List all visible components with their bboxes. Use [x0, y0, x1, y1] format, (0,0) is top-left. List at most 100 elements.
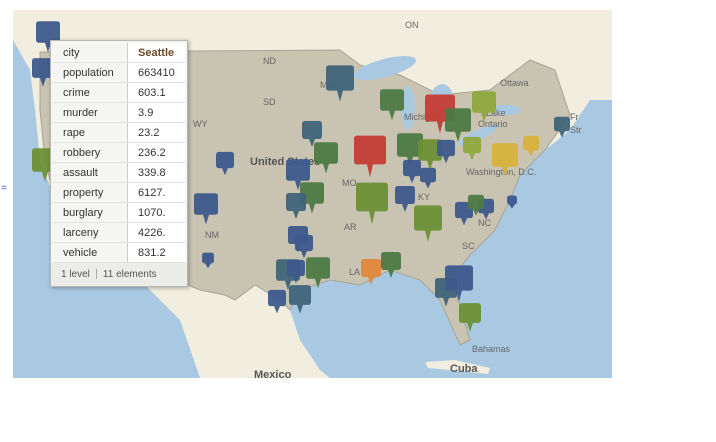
map-label: LA	[349, 267, 360, 277]
map-label: WY	[193, 119, 208, 129]
map-pin	[194, 193, 218, 225]
map-pin	[445, 108, 471, 143]
field-name: crime	[53, 82, 128, 103]
map-pin	[314, 142, 338, 174]
field-name: population	[53, 62, 128, 83]
map-pin	[523, 135, 539, 157]
tooltip-row: burglary 1070.	[53, 202, 185, 223]
tooltip-row: murder 3.9	[53, 102, 185, 123]
map-pin	[403, 159, 421, 184]
field-value: 23.2	[127, 122, 185, 143]
map-pin	[380, 89, 404, 121]
field-name: robbery	[53, 142, 128, 163]
map-pin	[492, 143, 518, 178]
field-value: 236.2	[127, 142, 185, 163]
field-value: 339.8	[127, 162, 185, 183]
map-pin	[326, 65, 354, 102]
map-pin	[354, 135, 386, 178]
map-label: ND	[263, 56, 276, 66]
map-pin	[287, 259, 305, 284]
map-pin	[472, 91, 496, 123]
map-pin	[302, 121, 322, 147]
field-name: murder	[53, 102, 128, 123]
map-pin	[286, 193, 306, 219]
tooltip-row: robbery 236.2	[53, 142, 185, 163]
cuba	[425, 360, 490, 374]
map-pin	[356, 182, 388, 225]
map-label: MO	[342, 178, 357, 188]
map-pin	[295, 234, 313, 259]
map-label: NC	[478, 218, 491, 228]
field-name: burglary	[53, 202, 128, 223]
map-label: SD	[263, 97, 276, 107]
tooltip-table: city Seattle population 663410 crime 603.1 mur…	[53, 43, 185, 263]
map-pin	[395, 186, 415, 212]
tooltip-row: vehicle 831.2	[53, 242, 185, 263]
map-label: NM	[205, 230, 219, 240]
field-value: 4226.	[127, 222, 185, 243]
map-pin	[32, 58, 54, 87]
field-value: 6127.	[127, 182, 185, 203]
field-value: 1070.	[127, 202, 185, 223]
field-name: city	[53, 43, 128, 63]
field-name: property	[53, 182, 128, 203]
level-count: 1 level	[61, 269, 90, 280]
tooltip-row: population 663410	[53, 62, 185, 83]
field-name: assault	[53, 162, 128, 183]
field-value: Seattle	[127, 43, 185, 63]
field-value: 831.2	[127, 242, 185, 263]
map-pin	[397, 133, 423, 168]
map-label: AR	[344, 222, 357, 232]
map-pin	[268, 289, 286, 314]
tooltip-row: property 6127.	[53, 182, 185, 203]
field-value: 3.9	[127, 102, 185, 123]
map-label: Michigan	[404, 112, 440, 122]
tooltip-row: city Seattle	[53, 43, 185, 63]
map-pin	[459, 303, 481, 332]
field-name: larceny	[53, 222, 128, 243]
field-name: rape	[53, 122, 128, 143]
map-pin	[554, 116, 570, 138]
map-label: Lake	[486, 108, 506, 118]
map-label: Ontario	[478, 119, 508, 129]
map-pin	[216, 151, 234, 176]
field-value: 663410	[127, 62, 185, 83]
tooltip-row: rape 23.2	[53, 122, 185, 143]
map-pin	[286, 159, 310, 191]
map-pin	[306, 257, 330, 289]
map-label: Str	[570, 125, 582, 135]
map-pin	[463, 136, 481, 161]
map-pin	[300, 182, 324, 214]
map-pin	[381, 252, 401, 278]
map-label: Mexico	[254, 369, 292, 381]
tooltip-footer: 1 level 11 elements	[51, 263, 187, 286]
map-pin	[507, 195, 517, 209]
map-pin	[425, 94, 455, 134]
map-pin	[289, 285, 311, 314]
tooltip-row: assault 339.8	[53, 162, 185, 183]
map-pin	[468, 194, 484, 216]
map-label: ON	[405, 20, 419, 30]
tooltip: city Seattle population 663410 crime 603.1 mur…	[50, 40, 188, 287]
map-label: Ottawa	[500, 78, 529, 88]
element-count: 11 elements	[102, 269, 157, 280]
side-mark: =	[1, 183, 7, 194]
map-label: Cuba	[450, 363, 478, 375]
map-pin	[414, 205, 442, 242]
field-value: 603.1	[127, 82, 185, 103]
map-pin	[418, 139, 442, 171]
field-name: vehicle	[53, 242, 128, 263]
map-label: Washington, D.C.	[466, 167, 536, 177]
map-label: Bahamas	[472, 344, 511, 354]
tooltip-row: crime 603.1	[53, 82, 185, 103]
map-pin	[361, 259, 381, 285]
tooltip-row: larceny 4226.	[53, 222, 185, 243]
map-pin	[36, 21, 60, 53]
map-pin	[202, 252, 214, 269]
map-label: SC	[462, 241, 475, 251]
map-pin	[420, 167, 436, 189]
map-pin	[445, 265, 473, 302]
map-pin	[437, 139, 455, 164]
map-label: KY	[418, 192, 430, 202]
